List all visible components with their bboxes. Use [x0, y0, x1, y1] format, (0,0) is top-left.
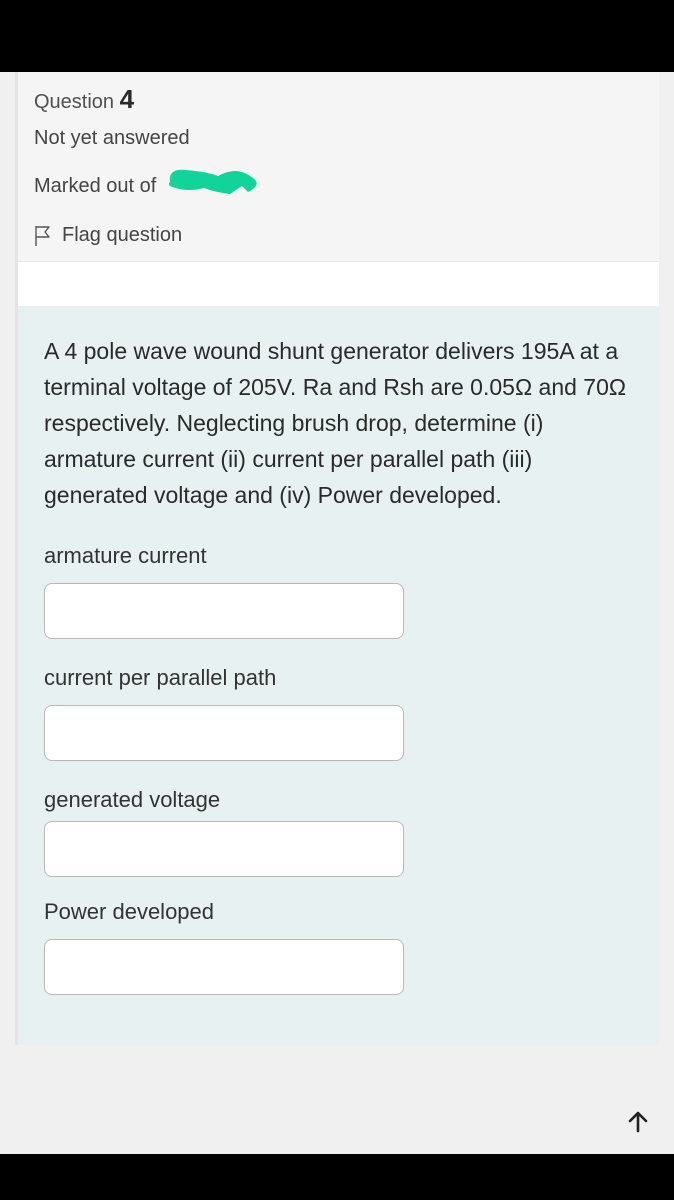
current-per-path-label: current per parallel path	[44, 665, 635, 691]
flag-question-link[interactable]: Flag question	[34, 222, 643, 249]
generated-voltage-label: generated voltage	[44, 787, 635, 813]
field-armature-current: armature current	[44, 543, 635, 639]
marked-out-of-label: Marked out of	[34, 175, 156, 198]
current-per-path-input[interactable]	[44, 705, 404, 761]
page-container: Question 4 Not yet answered Marked out o…	[0, 72, 674, 1154]
letterbox-top	[0, 0, 674, 72]
question-card: Question 4 Not yet answered Marked out o…	[15, 72, 659, 1045]
question-header: Question 4 Not yet answered Marked out o…	[18, 72, 659, 262]
field-power-developed: Power developed	[44, 899, 635, 995]
question-title: Question 4	[34, 84, 643, 115]
field-current-per-path: current per parallel path	[44, 665, 635, 761]
question-marked-row: Marked out of	[34, 164, 643, 208]
letterbox-bottom	[0, 1154, 674, 1200]
question-spacer	[18, 262, 659, 306]
question-body: A 4 pole wave wound shunt generator deli…	[18, 306, 659, 1045]
armature-current-label: armature current	[44, 543, 635, 569]
flag-icon	[34, 225, 52, 247]
armature-current-input[interactable]	[44, 583, 404, 639]
arrow-up-icon	[627, 1110, 649, 1134]
question-number: 4	[120, 84, 134, 114]
question-status: Not yet answered	[34, 127, 643, 150]
question-label: Question	[34, 91, 114, 113]
power-developed-label: Power developed	[44, 899, 635, 925]
field-generated-voltage: generated voltage	[44, 787, 635, 877]
flag-question-label: Flag question	[62, 224, 182, 247]
question-prompt: A 4 pole wave wound shunt generator deli…	[44, 334, 635, 513]
power-developed-input[interactable]	[44, 939, 404, 995]
highlight-scribble	[162, 164, 262, 208]
generated-voltage-input[interactable]	[44, 821, 404, 877]
scroll-to-top-button[interactable]	[624, 1108, 652, 1136]
